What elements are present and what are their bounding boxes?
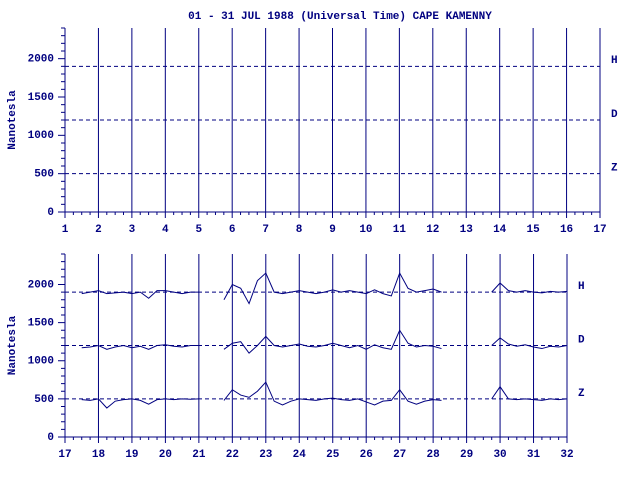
x-tick-label: 2 bbox=[95, 224, 102, 236]
x-tick-label: 32 bbox=[560, 449, 573, 461]
y-tick-label: 0 bbox=[47, 207, 54, 219]
series-label: D bbox=[578, 334, 585, 346]
x-tick-label: 26 bbox=[360, 449, 373, 461]
series-line bbox=[81, 329, 568, 354]
x-tick-label: 10 bbox=[359, 224, 372, 236]
x-tick-label: 19 bbox=[125, 449, 138, 461]
y-axis-label: Nanotesla bbox=[7, 90, 19, 150]
x-tick-label: 17 bbox=[593, 224, 606, 236]
x-tick-label: 17 bbox=[58, 449, 71, 461]
series-label: Z bbox=[611, 163, 618, 175]
x-tick-label: 9 bbox=[329, 224, 336, 236]
x-tick-label: 1 bbox=[62, 224, 69, 236]
series-label: H bbox=[578, 281, 585, 293]
x-tick-label: 12 bbox=[426, 224, 439, 236]
x-tick-label: 6 bbox=[229, 224, 236, 236]
y-axis-label: Nanotesla bbox=[7, 315, 19, 375]
series-label: D bbox=[611, 109, 618, 121]
y-tick-label: 1500 bbox=[28, 92, 54, 104]
x-tick-label: 30 bbox=[493, 449, 506, 461]
x-tick-label: 25 bbox=[326, 449, 340, 461]
y-tick-label: 500 bbox=[34, 169, 54, 181]
x-tick-label: 3 bbox=[129, 224, 136, 236]
x-tick-label: 24 bbox=[293, 449, 307, 461]
x-tick-label: 5 bbox=[195, 224, 202, 236]
x-tick-label: 18 bbox=[92, 449, 106, 461]
x-tick-label: 22 bbox=[226, 449, 239, 461]
x-tick-label: 20 bbox=[159, 449, 172, 461]
x-tick-label: 8 bbox=[296, 224, 303, 236]
series-label: H bbox=[611, 55, 618, 67]
y-tick-label: 1000 bbox=[28, 356, 54, 368]
x-tick-label: 29 bbox=[460, 449, 473, 461]
x-tick-label: 14 bbox=[493, 224, 507, 236]
y-tick-label: 2000 bbox=[28, 279, 54, 291]
x-tick-label: 11 bbox=[393, 224, 407, 236]
y-tick-label: 2000 bbox=[28, 54, 54, 66]
x-tick-label: 4 bbox=[162, 224, 169, 236]
x-tick-label: 15 bbox=[527, 224, 541, 236]
x-tick-label: 16 bbox=[560, 224, 573, 236]
x-tick-label: 31 bbox=[527, 449, 541, 461]
y-tick-label: 1000 bbox=[28, 130, 54, 142]
x-tick-label: 27 bbox=[393, 449, 406, 461]
y-tick-label: 500 bbox=[34, 394, 54, 406]
x-tick-label: 28 bbox=[427, 449, 441, 461]
y-tick-label: 0 bbox=[47, 432, 54, 444]
series-line bbox=[81, 271, 568, 305]
x-tick-label: 13 bbox=[460, 224, 474, 236]
x-tick-label: 21 bbox=[192, 449, 206, 461]
series-label: Z bbox=[578, 388, 585, 400]
x-tick-label: 7 bbox=[262, 224, 269, 236]
series-line bbox=[81, 381, 568, 409]
x-tick-label: 23 bbox=[259, 449, 273, 461]
chart-title: 01 - 31 JUL 1988 (Universal Time) CAPE K… bbox=[188, 11, 492, 23]
y-tick-label: 1500 bbox=[28, 318, 54, 330]
